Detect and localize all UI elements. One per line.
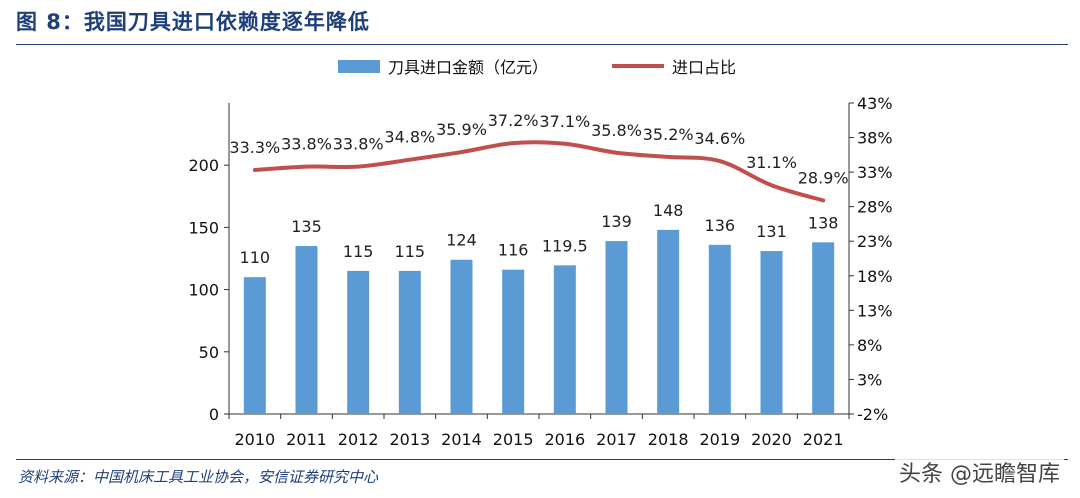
right-tick-label: 28% <box>857 198 893 217</box>
right-tick-label: 23% <box>857 232 893 251</box>
x-tick-label: 2016 <box>544 430 585 449</box>
line-data-label: 33.8% <box>333 135 384 154</box>
x-tick-label: 2012 <box>338 430 379 449</box>
right-tick-label: 38% <box>857 129 893 148</box>
line-data-label: 33.3% <box>229 138 280 157</box>
source-note: 资料来源：中国机床工具工业协会，安信证券研究中心 <box>18 468 379 486</box>
x-tick-label: 2010 <box>234 430 275 449</box>
left-tick-label: 150 <box>188 218 219 237</box>
line-data-label: 35.8% <box>591 121 642 140</box>
legend-bar-label: 刀具进口金额（亿元） <box>388 58 548 77</box>
bar <box>605 241 628 414</box>
x-tick-label: 2021 <box>803 430 844 449</box>
bar <box>708 244 731 414</box>
x-tick-label: 2019 <box>699 430 740 449</box>
x-tick-label: 2013 <box>389 430 430 449</box>
x-tick-label: 2017 <box>596 430 637 449</box>
bar-data-label: 119.5 <box>542 236 588 255</box>
line-data-label: 31.1% <box>746 153 797 172</box>
bar <box>760 251 783 414</box>
bar-data-label: 136 <box>705 216 736 235</box>
legend-bar-swatch <box>338 60 380 73</box>
bar-data-label: 115 <box>343 242 374 261</box>
footer-divider <box>16 459 1068 460</box>
left-tick-label: 200 <box>188 156 219 175</box>
bar-data-label: 110 <box>240 248 271 267</box>
bar-data-label: 116 <box>498 241 529 260</box>
right-tick-label: 8% <box>857 336 882 355</box>
bar-data-label: 124 <box>446 231 477 250</box>
bar <box>243 277 266 414</box>
bar <box>295 246 318 414</box>
line-series <box>252 140 826 203</box>
right-tick-label: 3% <box>857 370 882 389</box>
figure-title: 图 8：我国刀具进口依赖度逐年降低 <box>16 10 370 34</box>
bar <box>553 265 576 414</box>
right-tick-label: 33% <box>857 163 893 182</box>
x-tick-label: 2015 <box>493 430 534 449</box>
bar <box>502 269 525 414</box>
bar-data-label: 148 <box>653 201 684 220</box>
line-data-label: 33.8% <box>281 135 332 154</box>
bar-data-label: 138 <box>808 213 839 232</box>
bar <box>398 270 421 414</box>
title-divider <box>16 44 1068 45</box>
line-data-label: 37.1% <box>539 112 590 131</box>
bar-data-label: 131 <box>756 222 787 241</box>
bar-data-label: 139 <box>601 212 632 231</box>
left-tick-label: 50 <box>199 343 219 362</box>
chart-svg: 0 50 100 150 200 -2% 3% 8% 13% 18% 23% 28% 33% 38% 43%… <box>188 58 893 449</box>
line-data-label: 35.9% <box>436 120 487 139</box>
right-tick-label: 18% <box>857 267 893 286</box>
bar <box>450 259 473 414</box>
right-tick-label: 43% <box>857 94 893 113</box>
line-data-label: 34.6% <box>694 129 745 148</box>
bar-data-label: 135 <box>291 217 322 236</box>
right-tick-label: 13% <box>857 301 893 320</box>
legend-line-label: 进口占比 <box>672 58 736 77</box>
bar-data-label: 115 <box>395 242 426 261</box>
bar <box>347 270 370 414</box>
left-tick-label: 100 <box>188 281 219 300</box>
x-tick-label: 2018 <box>648 430 689 449</box>
line-data-label: 34.8% <box>384 128 435 147</box>
x-tick-label: 2011 <box>286 430 327 449</box>
x-tick-label: 2020 <box>751 430 792 449</box>
line-data-label: 35.2% <box>643 125 694 144</box>
left-tick-label: 0 <box>209 405 219 424</box>
bar <box>812 242 835 414</box>
line-data-label: 28.9% <box>798 168 849 187</box>
line-data-label: 37.2% <box>488 111 539 130</box>
bar <box>657 229 680 414</box>
x-tick-label: 2014 <box>441 430 482 449</box>
right-tick-label: -2% <box>857 405 888 424</box>
watermark: 头条 @远瞻智库 <box>895 456 1064 488</box>
